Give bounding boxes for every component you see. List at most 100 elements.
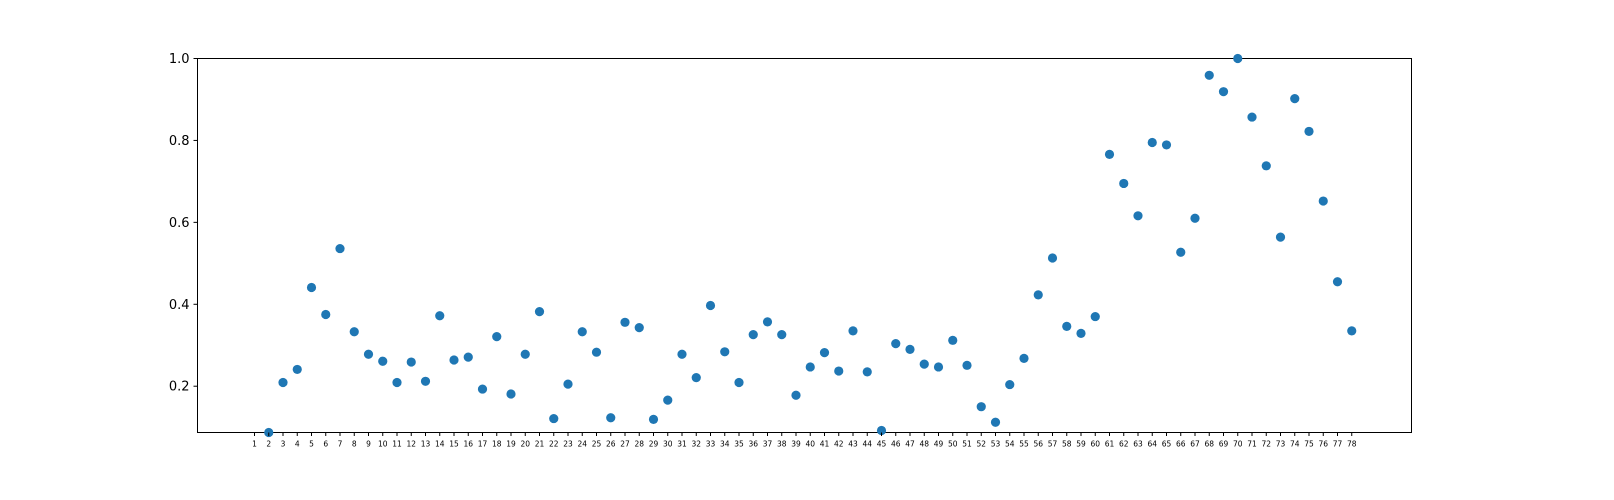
y-tick-label: 0.8 [169,134,190,149]
data-point [705,300,716,311]
data-point [1233,53,1243,64]
data-point [1062,321,1072,331]
data-point [777,330,787,340]
data-point [976,402,986,412]
x-tick-label: 74 [1290,440,1300,449]
data-point [1176,247,1186,257]
x-tick-label: 51 [962,440,972,449]
data-point [762,317,773,327]
x-tick-label: 23 [563,440,573,449]
data-point [1090,311,1100,322]
data-point [1047,253,1058,263]
data-point [1147,137,1157,148]
x-tick-label: 69 [1219,440,1229,449]
data-point [1347,326,1357,336]
data-point [834,366,844,376]
x-tick-label: 54 [1005,440,1015,449]
data-point [948,335,958,345]
data-point [392,377,402,388]
data-point [720,347,730,357]
x-axis: 1 2 3 4 5 6 7 8 9 10 11 12 13 14 15 16 17 18 19 20 21 22 23 24 2… [252,432,1357,449]
x-tick-label: 15 [449,440,459,449]
x-tick-label: 31 [677,440,687,449]
data-point [278,377,288,388]
data-point [1204,70,1214,80]
x-tick-label: 47 [905,440,915,449]
data-point [363,349,374,359]
data-point [449,355,459,365]
data-point [1318,196,1328,206]
x-tick-label: 28 [634,440,644,449]
data-point [1332,277,1343,287]
data-point [306,282,317,293]
x-tick-label: 38 [777,440,787,449]
x-tick-label: 10 [378,440,388,449]
data-point [435,311,445,321]
x-tick-label: 9 [366,440,371,449]
data-point [876,425,887,436]
data-point [591,347,602,357]
data-point [420,376,431,386]
x-tick-label: 46 [891,440,901,449]
data-point [563,379,573,389]
x-tick-label: 16 [463,440,473,449]
x-tick-label: 26 [606,440,616,449]
x-tick-label: 55 [1019,440,1029,449]
data-point [520,349,530,359]
data-point [1104,149,1115,159]
x-tick-label: 35 [734,440,744,449]
data-point [891,339,901,349]
x-tick-label: 58 [1062,440,1072,449]
x-tick-label: 56 [1033,440,1043,449]
data-point [292,364,302,375]
x-tick-label: 57 [1048,440,1058,449]
x-tick-label: 67 [1190,440,1200,449]
x-tick-label: 76 [1318,440,1328,449]
x-tick-label: 44 [862,440,872,449]
data-point [677,349,687,359]
data-point [819,348,830,358]
x-tick-label: 13 [421,440,431,449]
y-tick-label: 0.6 [169,216,190,231]
x-tick-label: 60 [1090,440,1100,449]
x-tick-label: 45 [877,440,887,449]
x-tick-label: 24 [577,440,587,449]
data-point [919,359,929,369]
y-tick-label: 0.4 [169,298,190,313]
x-tick-label: 77 [1333,440,1343,449]
data-point [549,413,559,424]
data-point [1190,213,1200,223]
data-point [620,317,630,327]
x-tick-label: 32 [691,440,701,449]
x-tick-label: 65 [1162,440,1172,449]
data-point [1119,178,1129,189]
x-tick-label: 22 [549,440,559,449]
x-tick-label: 73 [1276,440,1286,449]
data-point [1304,126,1314,137]
data-point [506,389,516,399]
data-point [1133,211,1143,221]
data-point [349,327,359,337]
data-point [477,384,488,394]
data-point [933,362,944,372]
x-tick-label: 29 [649,440,659,449]
data-point [990,417,1001,427]
data-point [335,243,345,254]
x-tick-label: 1 [252,440,257,449]
x-tick-label: 75 [1304,440,1314,449]
data-point [663,395,673,405]
x-tick-label: 2 [266,440,271,449]
x-tick-label: 33 [706,440,716,449]
x-tick-label: 41 [820,440,830,449]
data-point [1290,94,1300,104]
x-tick-label: 17 [478,440,488,449]
plot-area [197,58,1412,433]
x-tick-label: 7 [338,440,343,449]
x-tick-label: 14 [435,440,445,449]
y-tick-label: 1.0 [169,52,190,67]
data-point [1247,112,1257,122]
x-tick-label: 64 [1147,440,1157,449]
data-point [577,327,587,337]
x-tick-label: 71 [1247,440,1257,449]
